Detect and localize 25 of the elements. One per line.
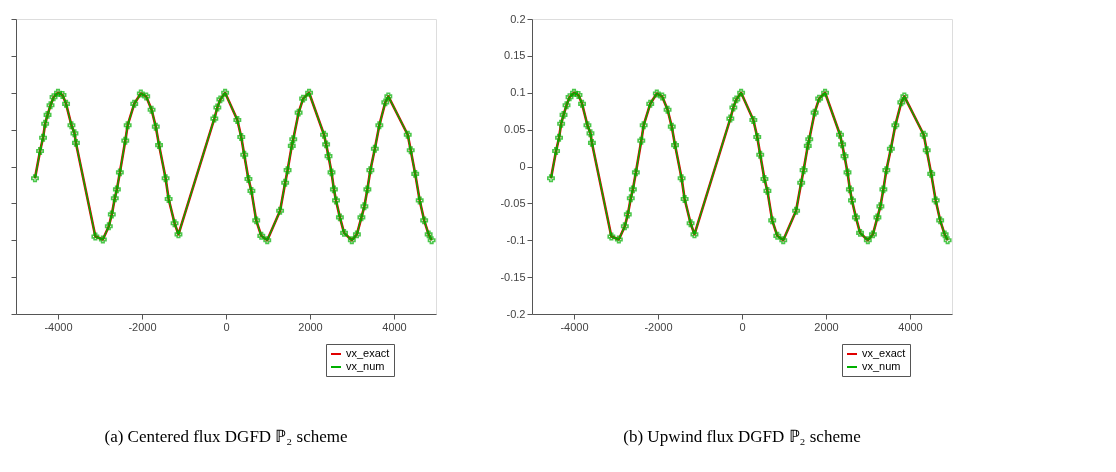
x-tick-label: 4000 [382,320,407,333]
x-tick-label: -4000 [44,320,73,333]
x-tick-label: 0 [223,320,230,333]
y-tick-label: 0.15 [504,49,526,62]
text: (b) Upwind flux DGFD ℙ₂ scheme [623,426,861,446]
x-tick-label: 2000 [814,320,839,333]
y-tick-label: -0.2 [506,307,526,320]
legend-label: vx_exact [346,347,390,359]
y-tick-label: -0.15 [500,270,526,283]
legend-label: vx_num [862,360,901,372]
y-tick-label: 0.05 [504,123,526,136]
x-tick-label: 0 [739,320,746,333]
y-tick-label: -0.1 [506,233,526,246]
y-tick-label: 0 [519,160,526,172]
legend-label: vx_exact [862,347,906,359]
x-tick-label: 4000 [898,320,923,333]
legend-label: vx_num [346,360,385,372]
text: (a) Centered flux DGFD ℙ₂ scheme [104,426,348,446]
x-tick-label: -4000 [560,320,589,333]
y-tick-label: -0.05 [500,196,526,209]
y-tick-label: 0.1 [510,86,526,99]
y-tick-label: 0.2 [510,12,526,25]
x-tick-label: -2000 [644,320,673,333]
x-tick-label: -2000 [128,320,157,333]
x-tick-label: 2000 [298,320,323,333]
